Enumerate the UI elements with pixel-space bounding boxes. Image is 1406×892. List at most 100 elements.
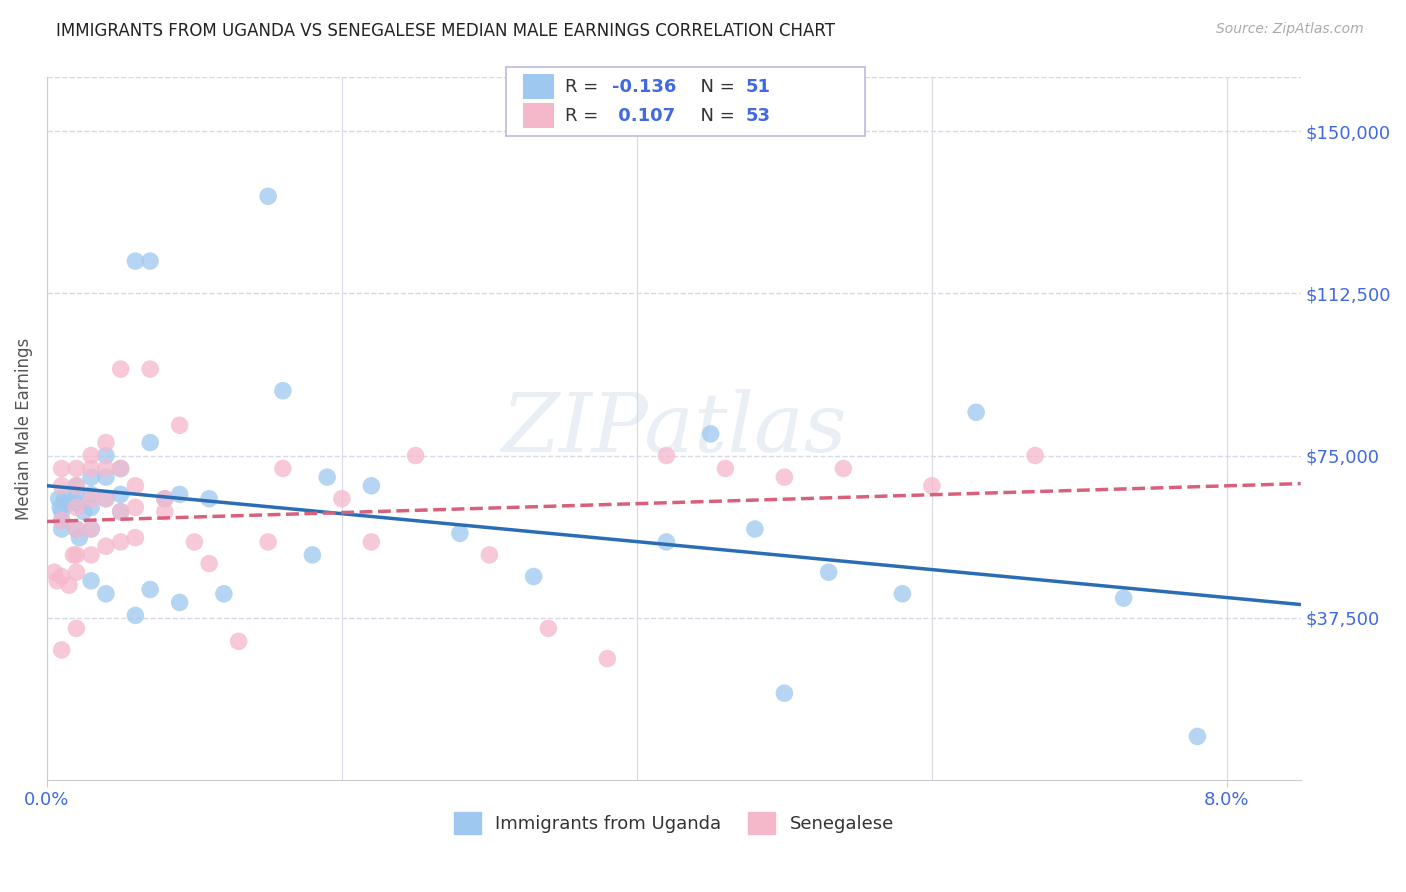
Legend: Immigrants from Uganda, Senegalese: Immigrants from Uganda, Senegalese (454, 812, 894, 834)
Point (51, 461, 73, 475)
Point (44, 565, 66, 579)
Text: ZIPatlas: ZIPatlas (501, 389, 846, 468)
Text: 0.107: 0.107 (612, 107, 675, 125)
Point (51, 513, 73, 527)
Point (80, 487, 103, 501)
Point (921, 479, 943, 493)
Point (832, 461, 855, 475)
Point (58, 496, 80, 510)
Point (65, 496, 87, 510)
Point (94, 491, 117, 506)
Point (94, 587, 117, 601)
Point (169, 487, 191, 501)
Text: Source: ZipAtlas.com: Source: ZipAtlas.com (1216, 22, 1364, 37)
Point (65, 522, 87, 536)
Point (94, 491, 117, 506)
Point (110, 362, 132, 376)
Point (51, 643, 73, 657)
Point (94, 539, 117, 553)
Point (73, 505, 96, 519)
Point (80, 491, 103, 506)
Point (51, 505, 73, 519)
Point (51, 569, 73, 583)
Point (110, 505, 132, 519)
Point (523, 569, 546, 583)
Point (257, 189, 280, 203)
Point (139, 582, 162, 597)
Point (65, 487, 87, 501)
Point (139, 435, 162, 450)
Point (124, 608, 146, 623)
Point (714, 461, 737, 475)
Point (817, 565, 839, 579)
Point (49, 500, 72, 515)
Point (80, 548, 103, 562)
Point (110, 487, 132, 501)
Point (51, 513, 73, 527)
Point (65, 461, 87, 475)
Point (65, 479, 87, 493)
Point (65, 522, 87, 536)
Text: R =: R = (565, 78, 605, 95)
Point (257, 535, 280, 549)
Point (80, 522, 103, 536)
Point (110, 461, 132, 475)
Point (271, 384, 294, 398)
Point (153, 491, 176, 506)
Point (58, 578, 80, 592)
Point (80, 574, 103, 588)
Point (94, 470, 117, 484)
Text: N =: N = (689, 107, 741, 125)
Point (65, 565, 87, 579)
Point (699, 426, 721, 441)
Point (94, 461, 117, 475)
Point (360, 479, 382, 493)
Point (110, 535, 132, 549)
Text: -0.136: -0.136 (612, 78, 676, 95)
Point (62, 548, 84, 562)
Point (80, 449, 103, 463)
Point (198, 491, 221, 506)
Point (891, 587, 914, 601)
Point (360, 535, 382, 549)
Point (65, 500, 87, 515)
Point (212, 587, 235, 601)
Point (67, 531, 90, 545)
Text: N =: N = (689, 78, 741, 95)
Point (1187, 730, 1209, 744)
Point (94, 435, 117, 450)
Text: R =: R = (565, 107, 605, 125)
Point (124, 254, 146, 268)
Point (773, 470, 796, 484)
Point (124, 531, 146, 545)
Point (1112, 591, 1135, 606)
Point (773, 686, 796, 700)
Point (183, 535, 205, 549)
Point (124, 479, 146, 493)
Point (46, 574, 69, 588)
Text: 51: 51 (745, 78, 770, 95)
Point (198, 557, 221, 571)
Point (80, 461, 103, 475)
Point (139, 254, 162, 268)
Y-axis label: Median Male Earnings: Median Male Earnings (15, 337, 32, 520)
Point (655, 449, 678, 463)
Text: IMMIGRANTS FROM UGANDA VS SENEGALESE MEDIAN MALE EARNINGS CORRELATION CHART: IMMIGRANTS FROM UGANDA VS SENEGALESE MED… (56, 22, 835, 40)
Point (271, 461, 294, 475)
Point (94, 449, 117, 463)
Point (537, 621, 560, 635)
Point (110, 461, 132, 475)
Point (51, 522, 73, 536)
Point (596, 651, 619, 665)
Point (316, 470, 339, 484)
Point (65, 479, 87, 493)
Point (169, 418, 191, 433)
Point (478, 548, 501, 562)
Point (48, 491, 70, 506)
Point (153, 491, 176, 506)
Point (80, 522, 103, 536)
Point (80, 500, 103, 515)
Point (80, 470, 103, 484)
Point (51, 479, 73, 493)
Point (124, 500, 146, 515)
